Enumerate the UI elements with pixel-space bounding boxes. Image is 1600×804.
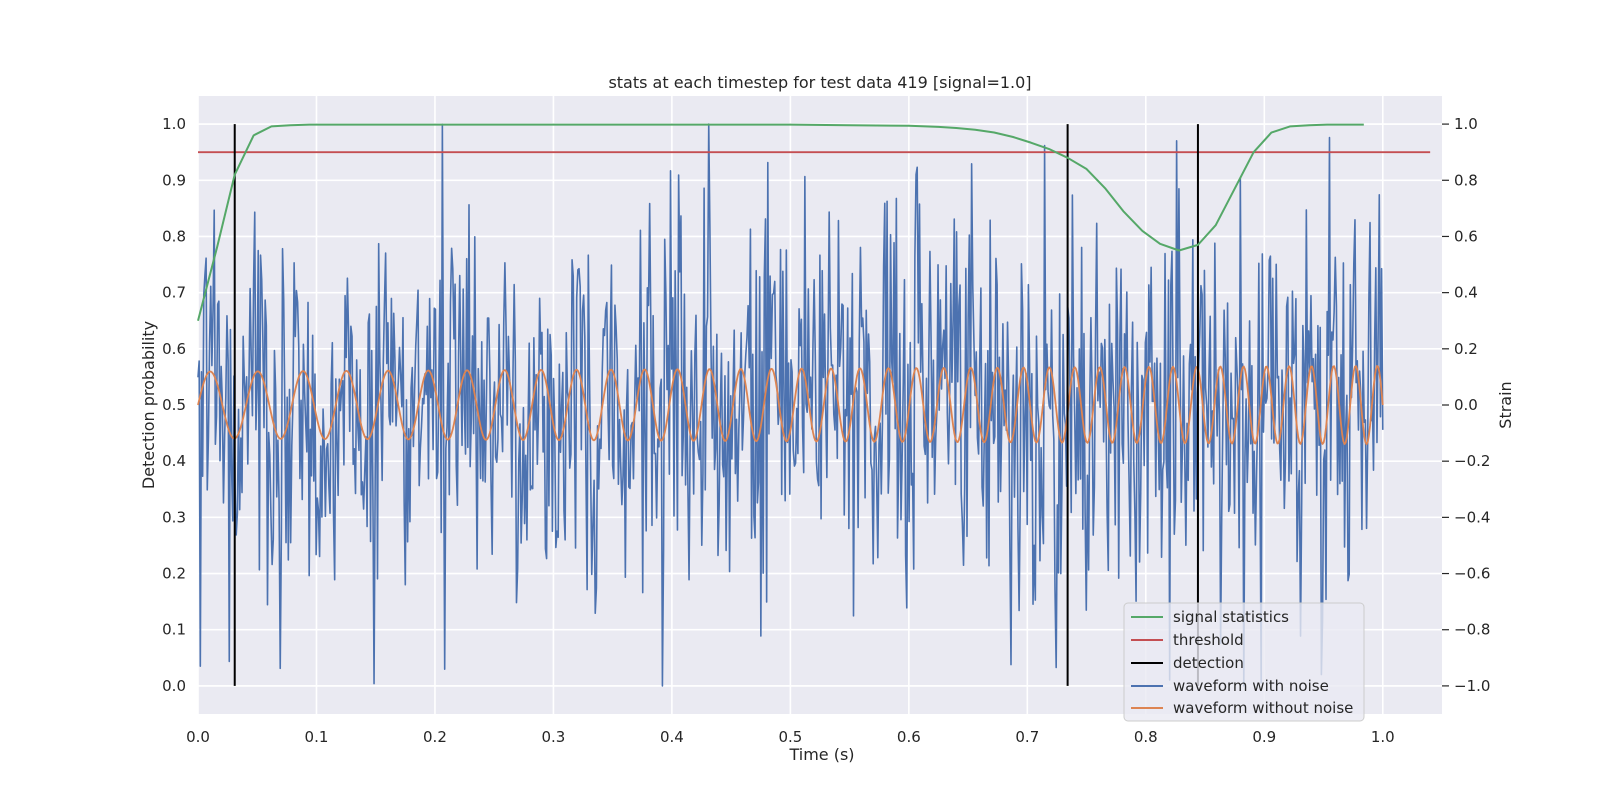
legend: signal statistics threshold detection wa…	[1123, 602, 1365, 722]
legend-label-threshold: threshold	[1173, 631, 1244, 649]
y-tick-label-left: 0.2	[162, 565, 186, 583]
y-tick-label-left: 0.6	[162, 340, 186, 358]
y-axis-label-left: Detection probability	[139, 321, 158, 489]
x-tick-label: 0.2	[423, 728, 447, 746]
legend-label-waveform-with-noise: waveform with noise	[1173, 677, 1329, 695]
y-tick-label-left: 0.5	[162, 396, 186, 414]
x-axis-label: Time (s)	[788, 745, 854, 764]
x-tick-label: 0.0	[186, 728, 210, 746]
x-tick-label: 0.4	[660, 728, 684, 746]
y-tick-label-right: 0.4	[1454, 284, 1478, 302]
y-tick-label-right: −0.6	[1454, 565, 1490, 583]
y-tick-label-left: 0.4	[162, 452, 186, 470]
y-axis-label-right: Strain	[1496, 381, 1515, 428]
series-signal-statistics	[197, 123, 1364, 321]
y-tick-label-left: 0.3	[162, 508, 186, 526]
legend-box	[1123, 602, 1365, 722]
series-layer	[197, 123, 1431, 687]
x-tick-label: 0.8	[1134, 728, 1158, 746]
y-tick-label-right: 0.2	[1454, 340, 1478, 358]
x-tick-label: 0.3	[541, 728, 565, 746]
y-tick-label-left: 0.8	[162, 227, 186, 245]
y-tick-label-left: 0.7	[162, 284, 186, 302]
x-tick-label: 0.6	[897, 728, 921, 746]
x-tick-label: 0.5	[778, 728, 802, 746]
y-tick-label-right: −0.8	[1454, 621, 1490, 639]
chart-title: stats at each timestep for test data 419…	[608, 73, 1031, 92]
y-tick-label-right: 1.0	[1454, 115, 1478, 133]
y-tick-label-left: 0.1	[162, 621, 186, 639]
y-tick-label-left: 0.0	[162, 677, 186, 695]
x-tick-label: 1.0	[1371, 728, 1395, 746]
x-tick-label: 0.7	[1015, 728, 1039, 746]
legend-label-waveform-without-noise: waveform without noise	[1173, 699, 1353, 717]
y-tick-label-left: 0.9	[162, 171, 186, 189]
y-tick-label-right: −0.4	[1454, 508, 1490, 526]
y-tick-label-right: −0.2	[1454, 452, 1490, 470]
ticks: 0.0 0.1 0.2 0.3 0.4 0.5 0.6 0.7 0.8 0.9 1.0 0.0 0.1 0…	[162, 115, 1490, 746]
legend-label-signal-statistics: signal statistics	[1173, 608, 1289, 626]
y-tick-label-right: 0.0	[1454, 396, 1478, 414]
x-tick-label: 0.1	[305, 728, 329, 746]
x-tick-label: 0.9	[1252, 728, 1276, 746]
y-tick-label-right: −1.0	[1454, 677, 1490, 695]
y-tick-label-left: 1.0	[162, 115, 186, 133]
y-tick-label-right: 0.8	[1454, 171, 1478, 189]
series-waveform-without-noise	[197, 365, 1384, 446]
y-tick-label-right: 0.6	[1454, 227, 1478, 245]
legend-label-detection: detection	[1173, 654, 1244, 672]
